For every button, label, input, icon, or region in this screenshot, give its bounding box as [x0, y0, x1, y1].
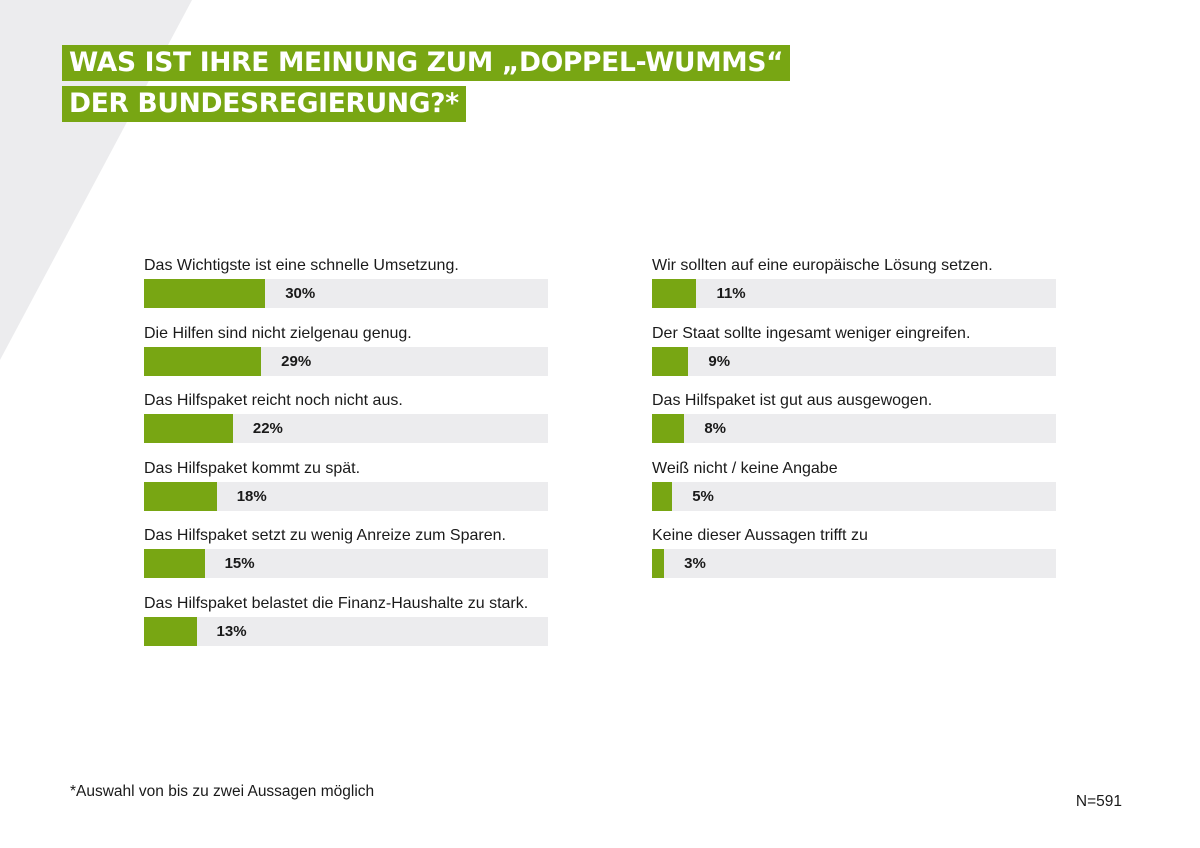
- bar-track: 13%: [144, 616, 548, 646]
- bar-label: Der Staat sollte ingesamt weniger eingre…: [652, 324, 971, 342]
- bar-value-label: 15%: [224, 555, 255, 572]
- bar-fill: [652, 481, 673, 511]
- bar-item: Weiß nicht / keine Angabe 5%: [652, 459, 1056, 527]
- bar-value-label: 18%: [236, 487, 267, 505]
- bar-item: Das Hilfspaket kommt zu spät. 18%: [144, 459, 548, 527]
- bar-label: Weiß nicht / keine Angabe: [652, 459, 838, 477]
- bar-value-label: 8%: [704, 420, 726, 437]
- title-line-1: WAS IST IHRE MEINUNG ZUM „DOPPEL-WUMMS“: [62, 45, 791, 81]
- page-title: WAS IST IHRE MEINUNG ZUM „DOPPEL-WUMMS“ …: [62, 45, 791, 122]
- bar-track: 8%: [652, 414, 1056, 443]
- bar-value-label: 30%: [285, 285, 316, 302]
- bar-track: 22%: [144, 414, 548, 443]
- chart-column-left: Das Wichtigste ist eine schnelle Umsetzu…: [144, 256, 548, 661]
- bar-track: 3%: [652, 549, 1056, 578]
- bar-fill: [652, 549, 665, 578]
- bar-value-label: 22%: [252, 420, 283, 437]
- bar-value-label: 9%: [708, 352, 731, 370]
- title-line-2: DER BUNDESREGIERUNG?*: [62, 86, 466, 122]
- bar-item: Das Wichtigste ist eine schnelle Umsetzu…: [144, 256, 548, 324]
- bar-track: 18%: [144, 481, 548, 511]
- bar-fill: [652, 414, 685, 443]
- bar-value-label: 5%: [692, 487, 714, 505]
- bar-label: Das Hilfspaket belastet die Finanz-Haush…: [144, 594, 529, 612]
- chart-column-right: Wir sollten auf eine europäische Lösung …: [652, 256, 1056, 594]
- bar-item: Der Staat sollte ingesamt weniger eingre…: [652, 324, 1056, 392]
- bar-fill: [652, 279, 697, 308]
- bar-fill: [144, 414, 233, 443]
- bar-item: Das Hilfspaket ist gut aus ausgewogen. 8%: [652, 391, 1056, 459]
- bar-track: 30%: [144, 279, 548, 308]
- bar-track: 5%: [652, 481, 1056, 511]
- bar-label: Wir sollten auf eine europäische Lösung …: [652, 257, 993, 274]
- bar-label: Das Hilfspaket kommt zu spät.: [144, 459, 361, 477]
- bar-item: Wir sollten auf eine europäische Lösung …: [652, 256, 1056, 324]
- bar-fill: [144, 279, 266, 308]
- bar-fill: [144, 346, 262, 376]
- bar-fill: [652, 346, 689, 376]
- bar-label: Das Hilfspaket reicht noch nicht aus.: [144, 392, 403, 409]
- bar-value-label: 29%: [281, 352, 312, 370]
- footnote: *Auswahl von bis zu zwei Aussagen möglic…: [70, 783, 375, 800]
- bar-track: 11%: [652, 279, 1056, 308]
- bar-label: Das Wichtigste ist eine schnelle Umsetzu…: [144, 257, 459, 274]
- bar-fill: [144, 549, 205, 578]
- bar-fill: [144, 481, 217, 511]
- bar-value-label: 11%: [716, 285, 746, 302]
- bar-track: 29%: [144, 346, 548, 376]
- bar-value-label: 3%: [684, 555, 706, 572]
- bar-fill: [144, 616, 197, 646]
- bar-label: Das Hilfspaket ist gut aus ausgewogen.: [652, 392, 933, 409]
- bar-item: Das Hilfspaket belastet die Finanz-Haush…: [144, 594, 548, 662]
- bar-item: Das Hilfspaket setzt zu wenig Anreize zu…: [144, 526, 548, 594]
- bar-label: Die Hilfen sind nicht zielgenau genug.: [144, 324, 412, 342]
- bar-item: Keine dieser Aussagen trifft zu 3%: [652, 526, 1056, 594]
- bar-label: Das Hilfspaket setzt zu wenig Anreize zu…: [144, 527, 506, 544]
- sample-size: N=591: [1075, 793, 1122, 810]
- bar-label: Keine dieser Aussagen trifft zu: [652, 527, 868, 544]
- bar-item: Das Hilfspaket reicht noch nicht aus. 22%: [144, 391, 548, 459]
- bar-item: Die Hilfen sind nicht zielgenau genug. 29…: [144, 324, 548, 392]
- bar-track: 15%: [144, 549, 548, 578]
- bar-track: 9%: [652, 346, 1056, 376]
- bar-value-label: 13%: [216, 622, 247, 640]
